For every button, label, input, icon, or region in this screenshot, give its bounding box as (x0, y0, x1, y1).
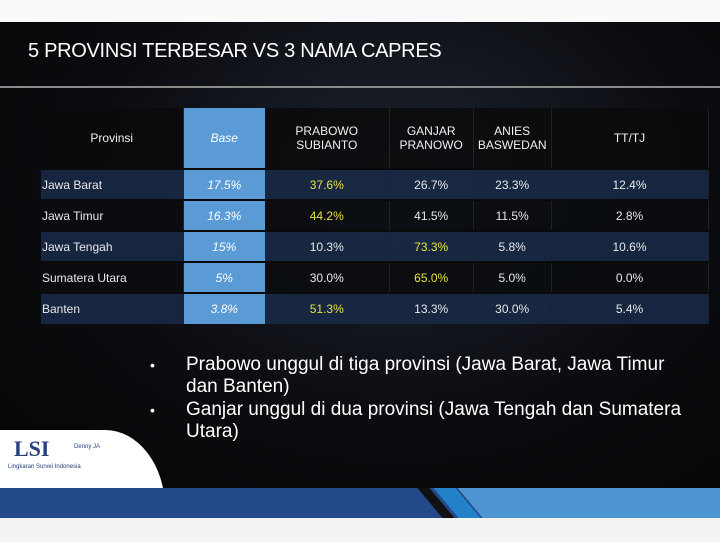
cell-prabowo: 10.3% (265, 230, 390, 262)
logo-mark: LSI (14, 436, 50, 461)
title-divider (0, 86, 720, 88)
cell-prabowo: 37.6% (265, 168, 390, 200)
cell-ganjar: 41.5% (389, 199, 474, 231)
results-table: Provinsi Base PRABOWO SUBIANTO GANJAR PR… (41, 108, 709, 324)
cell-anies: 30.0% (473, 292, 552, 324)
bullet-icon: • (150, 402, 155, 418)
header-prabowo: PRABOWO SUBIANTO (265, 108, 390, 169)
header-base: Base (183, 108, 265, 169)
logo-tag: Denny JA (74, 444, 101, 450)
cell-anies: 11.5% (473, 199, 552, 231)
top-bar (0, 0, 720, 22)
cell-provinsi: Jawa Timur (41, 199, 184, 231)
cell-base: 17.5% (183, 168, 265, 200)
table-row: Jawa Timur 16.3% 44.2% 41.5% 11.5% 2.8% (41, 199, 709, 231)
table-row: Jawa Tengah 15% 10.3% 73.3% 5.8% 10.6% (41, 230, 709, 262)
cell-prabowo: 44.2% (265, 199, 390, 231)
table-header: Provinsi Base PRABOWO SUBIANTO GANJAR PR… (41, 108, 709, 169)
cell-provinsi: Sumatera Utara (41, 261, 184, 293)
cell-anies: 23.3% (473, 168, 552, 200)
cell-ganjar: 73.3% (389, 230, 474, 262)
header-anies: ANIES BASWEDAN (473, 108, 552, 169)
cell-anies: 5.8% (473, 230, 552, 262)
cell-ganjar: 26.7% (389, 168, 474, 200)
logo-subtitle: Lingkaran Survei Indonesia (8, 464, 81, 470)
footer-band (0, 488, 720, 518)
cell-tttj: 12.4% (551, 168, 709, 200)
slide-title: 5 PROVINSI TERBESAR VS 3 NAMA CAPRES (28, 40, 442, 62)
bullet-text: Prabowo unggul di tiga provinsi (Jawa Ba… (186, 354, 665, 397)
table-row: Jawa Barat 17.5% 37.6% 26.7% 23.3% 12.4% (41, 168, 709, 200)
table-row: Banten 3.8% 51.3% 13.3% 30.0% 5.4% (41, 292, 709, 324)
cell-base: 5% (183, 261, 265, 293)
cell-ganjar: 65.0% (389, 261, 474, 293)
cell-provinsi: Banten (41, 292, 184, 324)
bullet-item: • Prabowo unggul di tiga provinsi (Jawa B… (150, 354, 690, 398)
cell-base: 3.8% (183, 292, 265, 324)
bullet-list: • Prabowo unggul di tiga provinsi (Jawa B… (150, 354, 690, 444)
header-provinsi: Provinsi (41, 108, 184, 169)
cell-provinsi: Jawa Barat (41, 168, 184, 200)
cell-base: 15% (183, 230, 265, 262)
cell-prabowo: 51.3% (265, 292, 390, 324)
cell-prabowo: 30.0% (265, 261, 390, 293)
table-row: Sumatera Utara 5% 30.0% 65.0% 5.0% 0.0% (41, 261, 709, 293)
cell-ganjar: 13.3% (389, 292, 474, 324)
cell-anies: 5.0% (473, 261, 552, 293)
bullet-icon: • (150, 357, 155, 373)
bullet-item: • Ganjar unggul di dua provinsi (Jawa Ten… (150, 399, 690, 443)
header-ganjar: GANJAR PRANOWO (389, 108, 474, 169)
cell-provinsi: Jawa Tengah (41, 230, 184, 262)
cell-tttj: 0.0% (551, 261, 709, 293)
cell-base: 16.3% (183, 199, 265, 231)
cell-tttj: 5.4% (551, 292, 709, 324)
cell-tttj: 2.8% (551, 199, 709, 231)
cell-tttj: 10.6% (551, 230, 709, 262)
header-tttj: TT/TJ (551, 108, 709, 169)
bullet-text: Ganjar unggul di dua provinsi (Jawa Teng… (186, 399, 682, 442)
